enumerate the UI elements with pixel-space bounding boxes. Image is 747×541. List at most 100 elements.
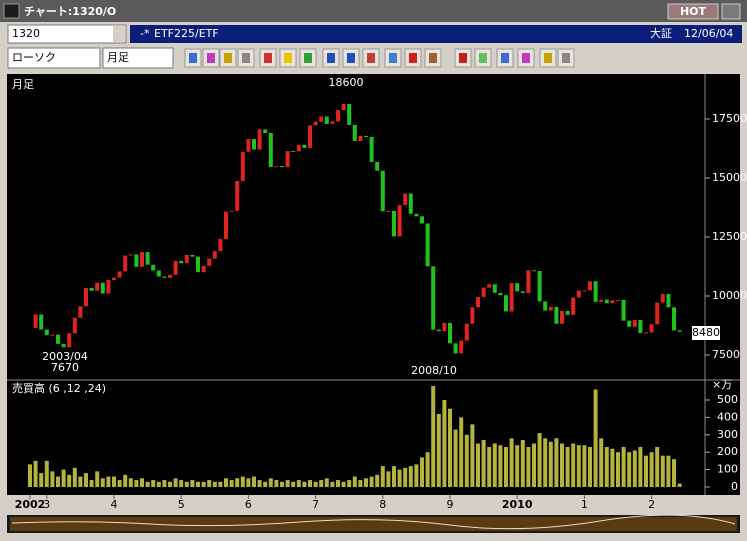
candle-body xyxy=(72,317,77,334)
security-name: ETF225/ETF xyxy=(154,27,219,40)
volume-bar xyxy=(196,481,200,487)
volume-bar xyxy=(397,469,402,487)
candle-body xyxy=(621,299,626,321)
candle-body xyxy=(453,343,458,354)
candle-body xyxy=(89,287,94,291)
toolbar xyxy=(184,48,575,68)
tool-icon xyxy=(207,53,215,63)
volume-bar xyxy=(386,471,391,487)
volume-bar xyxy=(548,441,553,487)
dropdown-button[interactable] xyxy=(113,26,125,42)
candle-body xyxy=(106,280,111,294)
scroll-thumb[interactable] xyxy=(10,517,737,531)
candle-body xyxy=(196,256,200,273)
candle-body xyxy=(291,151,296,153)
volume-bar xyxy=(151,480,156,487)
candle-body xyxy=(190,254,195,257)
candle-body xyxy=(403,193,408,206)
candle-body xyxy=(649,324,654,333)
volume-bar xyxy=(571,443,576,487)
candle-body xyxy=(207,258,212,266)
tool-icon xyxy=(304,53,312,63)
volume-bar xyxy=(168,481,172,487)
candle-body xyxy=(336,110,340,122)
tool-icon xyxy=(367,53,375,63)
volume-bar xyxy=(280,481,284,487)
volume-bar xyxy=(33,460,38,487)
volume-bar xyxy=(67,474,72,487)
volume-bar xyxy=(576,445,581,487)
candle-body xyxy=(44,329,49,336)
candle-body xyxy=(134,254,139,267)
period-select[interactable] xyxy=(102,47,174,69)
volume-bar xyxy=(84,473,88,487)
volume-bar xyxy=(560,443,564,487)
volume-bar xyxy=(100,478,105,487)
candle-body xyxy=(61,343,66,348)
candle-body xyxy=(448,322,452,344)
volume-bar xyxy=(593,389,598,487)
candle-body xyxy=(537,271,542,302)
volume-bar xyxy=(28,464,32,487)
y-tick-label: 500 xyxy=(717,393,738,406)
tool-icon xyxy=(347,53,355,63)
volume-bar xyxy=(302,481,307,487)
volume-bar xyxy=(526,446,531,487)
candle-body xyxy=(268,133,273,167)
volume-bar xyxy=(156,481,161,487)
volume-bar xyxy=(112,476,116,487)
volume-bar xyxy=(134,480,139,487)
candle-body xyxy=(442,322,447,332)
title-bar xyxy=(0,0,747,22)
volume-bar xyxy=(498,445,503,487)
volume-bar xyxy=(565,446,570,487)
candle-body xyxy=(470,307,475,324)
candle-body xyxy=(78,306,83,318)
volume-bar xyxy=(229,480,234,487)
y-tick-label: 0 xyxy=(731,480,738,493)
candle-body xyxy=(313,121,318,126)
volume-bar xyxy=(554,438,559,487)
name-bar xyxy=(130,25,742,43)
style-select[interactable] xyxy=(7,47,101,69)
close-button[interactable] xyxy=(721,3,741,20)
volume-bar xyxy=(375,474,380,487)
volume-bar xyxy=(644,455,648,487)
volume-bar xyxy=(464,434,469,487)
x-tick-label: 2002 xyxy=(15,498,46,511)
candle-body xyxy=(397,205,402,237)
volume-bar xyxy=(470,424,475,487)
candle-body xyxy=(420,216,424,224)
volume-bar xyxy=(448,408,452,487)
candle-body xyxy=(168,274,172,278)
candle-body xyxy=(156,270,161,277)
volume-bar xyxy=(403,467,408,487)
candle-body xyxy=(246,139,251,152)
volume-bar xyxy=(308,480,312,487)
hot-label: HOT xyxy=(680,5,707,18)
volume-title: 売買高 (6 ,12 ,24) xyxy=(12,381,106,395)
candle-body xyxy=(599,299,604,302)
date-annotation: 2008/10 xyxy=(411,364,457,377)
candle-body xyxy=(369,137,374,162)
volume-bar xyxy=(296,480,301,487)
tool-icon xyxy=(264,53,272,63)
volume-bar xyxy=(61,469,66,487)
tool-icon xyxy=(242,53,250,63)
volume-bar xyxy=(604,446,609,487)
volume-bar xyxy=(588,446,592,487)
x-tick-label: 6 xyxy=(245,498,252,511)
candle-body xyxy=(274,166,279,168)
tool-icon xyxy=(389,53,397,63)
hot-button[interactable] xyxy=(667,3,719,20)
candle-body xyxy=(224,211,228,240)
x-tick-label: 1 xyxy=(581,498,588,511)
volume-bar xyxy=(179,480,184,487)
candle-body xyxy=(263,129,268,134)
candle-body xyxy=(431,266,436,330)
code-input[interactable] xyxy=(7,24,127,44)
overview-line xyxy=(11,514,736,530)
candle-body xyxy=(408,193,413,214)
candle-body xyxy=(162,276,167,278)
